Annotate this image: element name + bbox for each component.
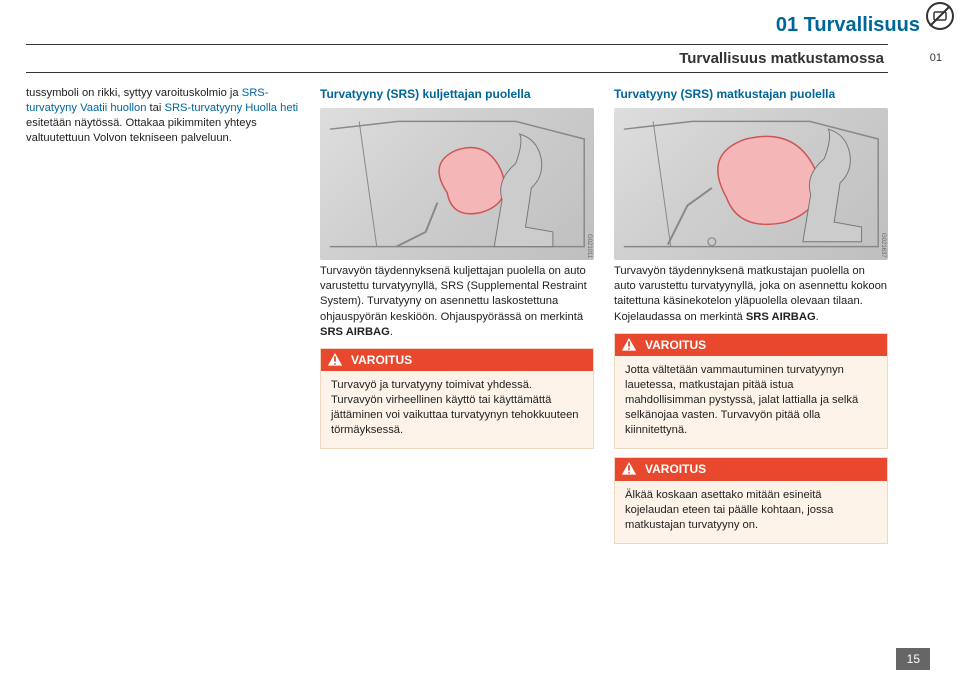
section-title: Turvallisuus matkustamossa bbox=[679, 50, 884, 67]
warning-head: VAROITUS bbox=[615, 458, 887, 480]
column-1: tussymboli on rikki, syttyy varoituskolm… bbox=[26, 86, 300, 544]
text: Turvavyön täydennyksenä kuljettajan puol… bbox=[320, 265, 587, 322]
warning-label: VAROITUS bbox=[351, 353, 412, 367]
warning-head: VAROITUS bbox=[321, 349, 593, 371]
manual-page: 01 Turvallisuus Turvallisuus matkustamos… bbox=[0, 0, 960, 678]
col2-body: Turvavyön täydennyksenä kuljettajan puol… bbox=[320, 264, 594, 340]
image-code: G021637 bbox=[879, 233, 887, 258]
text: tussymboli on rikki, syttyy varoituskolm… bbox=[26, 87, 242, 99]
rule-top bbox=[26, 44, 888, 45]
warning-label: VAROITUS bbox=[645, 338, 706, 352]
driver-airbag-svg bbox=[320, 108, 594, 260]
warning-triangle-icon bbox=[620, 460, 638, 476]
passenger-airbag-svg bbox=[614, 108, 888, 260]
rule-bottom bbox=[26, 72, 888, 73]
warning-triangle-icon bbox=[326, 351, 344, 367]
warning-label: VAROITUS bbox=[645, 462, 706, 476]
col3-body: Turvavyön täydennyksenä matkustajan puol… bbox=[614, 264, 888, 324]
warning-box-passenger-2: VAROITUS Älkää koskaan asettako mitään e… bbox=[614, 457, 888, 544]
chapter-title: 01 Turvallisuus bbox=[776, 14, 920, 37]
text-bold: SRS AIRBAG bbox=[746, 311, 816, 323]
text: esitetään näytössä. Ottakaa pikimmiten y… bbox=[26, 117, 257, 144]
no-symbol-icon bbox=[924, 0, 956, 32]
warning-text: Älkää koskaan asettako mitään esineitä k… bbox=[625, 488, 877, 533]
text: tai bbox=[146, 102, 164, 114]
warning-triangle-icon bbox=[620, 336, 638, 352]
image-code: G021011 bbox=[585, 234, 593, 258]
text: . bbox=[816, 311, 819, 323]
link-srs-now: SRS-turvatyyny Huolla heti bbox=[164, 102, 298, 114]
col3-subhead: Turvatyyny (SRS) matkustajan puolella bbox=[614, 86, 888, 102]
side-tab-number: 01 bbox=[930, 52, 942, 64]
warning-head: VAROITUS bbox=[615, 334, 887, 356]
column-3: Turvatyyny (SRS) matkustajan puolella G0… bbox=[614, 86, 888, 544]
warning-text: Turvavyö ja turvatyyny toimivat yhdessä.… bbox=[331, 378, 583, 438]
warning-text: Jotta vältetään vammautuminen turvatyyny… bbox=[625, 363, 877, 439]
driver-airbag-illustration: G021011 bbox=[320, 108, 594, 260]
page-number: 15 bbox=[896, 648, 930, 670]
col1-intro: tussymboli on rikki, syttyy varoituskolm… bbox=[26, 86, 300, 146]
chapter-header: 01 Turvallisuus bbox=[776, 14, 920, 43]
column-2: Turvatyyny (SRS) kuljettajan puolella G0… bbox=[320, 86, 594, 544]
content-columns: tussymboli on rikki, syttyy varoituskolm… bbox=[26, 86, 888, 544]
col2-subhead: Turvatyyny (SRS) kuljettajan puolella bbox=[320, 86, 594, 102]
passenger-airbag-illustration: G021637 bbox=[614, 108, 888, 260]
text-bold: SRS AIRBAG bbox=[320, 326, 390, 338]
warning-box-driver: VAROITUS Turvavyö ja turvatyyny toimivat… bbox=[320, 348, 594, 450]
text: . bbox=[390, 326, 393, 338]
warning-box-passenger-1: VAROITUS Jotta vältetään vammautuminen t… bbox=[614, 333, 888, 450]
